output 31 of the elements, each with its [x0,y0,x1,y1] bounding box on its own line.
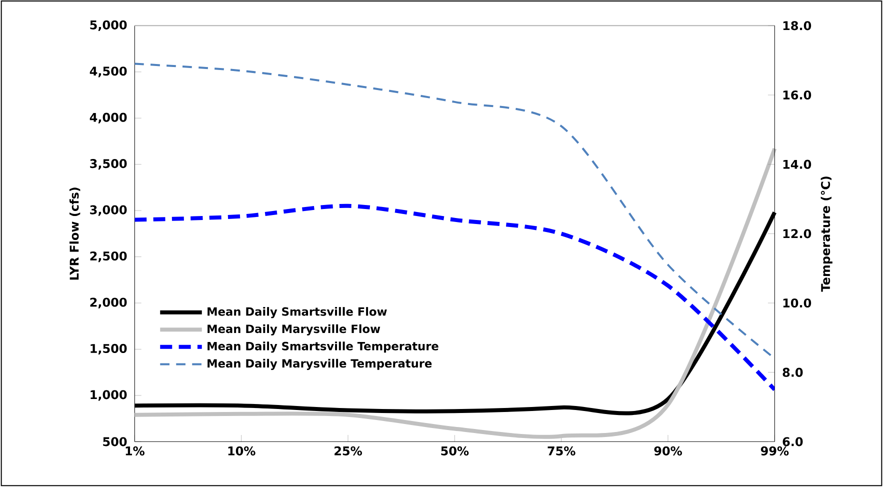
y-tick-label: 2,500 [90,251,127,262]
y-tick-label: 4,000 [90,112,127,124]
y-tick-label: 3,000 [90,205,127,216]
y2-tick-label: 14.0 [783,160,812,169]
y2-tick-label: 18.0 [783,21,812,30]
x-tick-label: 10% [228,446,256,456]
x-tick-label: 50% [441,446,469,456]
y-tick-label: 5,000 [90,20,127,31]
legend-label: Mean Daily Marysville Flow [208,324,380,336]
y2-tick-label: 16.0 [783,90,812,100]
y2-tick-label: 10.0 [783,298,812,308]
legend-label: Mean Daily Smartsville Flow [208,307,387,318]
y-tick-label: 1,500 [90,344,127,355]
x-tick-label: 1% [126,446,144,456]
x-tick-label: 75% [548,446,576,456]
legend-label: Mean Daily Marysville Temperature [208,358,432,370]
y-tick-label: 4,500 [90,66,127,78]
x-tick-label: 90% [654,446,682,456]
y-axis-title: LYR Flow (cfs) [69,188,80,280]
y2-tick-label: 12.0 [783,229,812,238]
x-tick-label: 99% [760,446,789,456]
x-tick-label: 25% [334,446,362,456]
y2-tick-label: 8.0 [782,368,803,377]
legend-label: Mean Daily Smartsville Temperature [208,342,438,353]
y-tick-label: 2,000 [90,298,127,308]
y-tick-label: 500 [103,437,127,446]
line-series [132,146,777,439]
y2-tick-label: 6.0 [782,437,803,446]
y-tick-label: 1,000 [90,390,127,401]
y2-axis-title: Temperature (°C) [820,176,832,292]
y-tick-label: 3,500 [90,159,127,170]
